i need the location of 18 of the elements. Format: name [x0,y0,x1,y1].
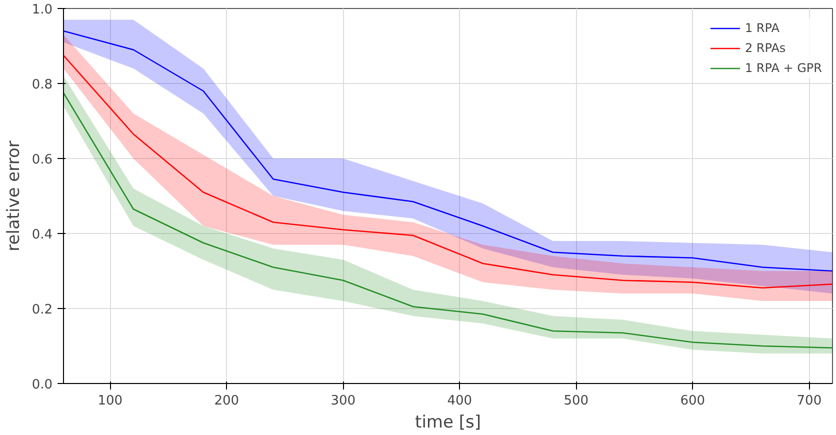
y-tick-label: 0.6 [32,152,53,168]
x-tick-label: 500 [564,394,589,408]
y-tick-label: 0.4 [32,228,53,242]
x-axis-title: time [s] [415,412,481,432]
legend-label: 1 RPA + GPR [744,60,822,76]
x-tick-label: 100 [98,394,123,408]
x-tick-label: 400 [447,394,472,408]
x-tick-label: 600 [680,394,706,408]
y-tick-label: 0.2 [32,302,53,318]
x-tick-label: 200 [214,394,240,408]
legend-label: 1 RPA [744,20,780,36]
y-axis-title: relative error [4,140,24,252]
legend-label: 2 RPAs [744,40,786,56]
x-tick-label: 300 [330,394,356,408]
y-tick-label: 1.0 [32,2,53,18]
y-tick-label: 0.8 [32,78,53,92]
x-tick-label: 700 [796,394,822,408]
y-tick-label: 0.0 [32,378,53,392]
